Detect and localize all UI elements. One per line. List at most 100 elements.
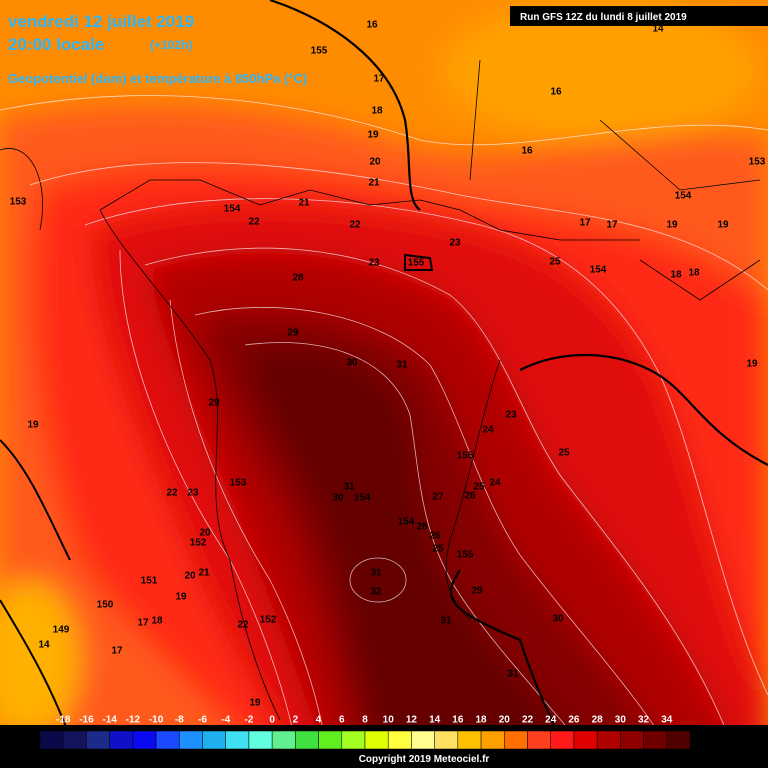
colorbar-swatch <box>387 730 412 750</box>
colorbar-swatch <box>248 730 273 750</box>
contour-label: 20 <box>184 571 196 582</box>
contour-label: 24 <box>482 425 494 436</box>
colorbar-swatch <box>457 730 482 750</box>
colorbar-label: -8 <box>175 715 184 726</box>
colorbar-swatch <box>225 730 250 750</box>
colorbar-label: 24 <box>545 715 557 726</box>
contour-label: 19 <box>27 420 39 431</box>
colorbar-label: 32 <box>638 715 650 726</box>
colorbar-swatch <box>202 730 226 750</box>
contour-label: 28 <box>416 522 428 533</box>
colorbar-swatch <box>62 730 87 750</box>
contour-label: 19 <box>249 698 261 709</box>
copyright: Copyright 2019 Meteociel.fr <box>359 754 490 765</box>
colorbar-label: 6 <box>339 715 345 726</box>
contour-label: 16 <box>366 20 378 31</box>
colorbar-label: 20 <box>499 715 511 726</box>
contour-label: 17 <box>373 74 385 85</box>
contour-label: 154 <box>590 265 607 276</box>
colorbar-swatch <box>318 730 343 750</box>
contour-label: 155 <box>311 46 328 57</box>
contour-label: 23 <box>187 488 199 499</box>
colorbar-label: 10 <box>383 715 395 726</box>
colorbar-label: 4 <box>316 715 322 726</box>
contour-label: 17 <box>579 218 591 229</box>
contour-label: 154 <box>224 204 241 215</box>
contour-label: 22 <box>237 620 249 631</box>
contour-label: 23 <box>368 258 380 269</box>
contour-label: 21 <box>298 198 310 209</box>
colorbar-label: 14 <box>429 715 441 726</box>
colorbar-label: -6 <box>198 715 207 726</box>
contour-label: 31 <box>370 568 382 579</box>
contour-label: 18 <box>688 268 700 279</box>
contour-label: 152 <box>190 538 207 549</box>
run-box <box>510 6 768 26</box>
contour-label: 19 <box>666 220 678 231</box>
contour-label: 153 <box>10 197 27 208</box>
contour-label: 14 <box>38 640 50 651</box>
contour-label: 25 <box>432 544 444 555</box>
contour-label: 23 <box>505 410 517 421</box>
contour-label: 30 <box>346 358 358 369</box>
contour-label: 20 <box>369 157 381 168</box>
colorbar-swatch <box>596 730 621 750</box>
contour-label: 21 <box>368 178 380 189</box>
contour-label: 28 <box>292 273 304 284</box>
contour-label: 29 <box>471 586 483 597</box>
local-time: 20:00 locale <box>8 35 104 54</box>
colorbar-label: 18 <box>476 715 488 726</box>
colorbar-label: 0 <box>269 715 275 726</box>
colorbar-swatch <box>271 730 296 750</box>
contour-label: 154 <box>398 517 415 528</box>
contour-label: 24 <box>489 478 501 489</box>
contour-label: 151 <box>141 576 158 587</box>
colorbar-swatch <box>573 730 598 750</box>
colorbar-swatch <box>527 730 551 750</box>
colorbar-swatch <box>295 730 319 750</box>
colorbar-label: 16 <box>452 715 464 726</box>
isotherms <box>0 95 768 768</box>
colorbar-label: -14 <box>102 715 117 726</box>
contour-label: 22 <box>248 217 260 228</box>
contour-label: 22 <box>349 220 361 231</box>
colorbar-swatch <box>550 730 575 750</box>
contour-label: 17 <box>111 646 123 657</box>
contour-label: 17 <box>137 618 149 629</box>
subtitle: Geopotentiel (dam) et température à 850h… <box>8 71 307 86</box>
contour-label: 27 <box>432 492 444 503</box>
contour-label: 152 <box>260 615 277 626</box>
contour-label: 153 <box>230 478 247 489</box>
colorbar-label: -12 <box>126 715 141 726</box>
colorbar-label: 12 <box>406 715 418 726</box>
colorbar-swatch <box>364 730 389 750</box>
colorbar-swatch <box>39 730 64 750</box>
colorbar-swatch <box>643 730 668 750</box>
colorbar-swatch <box>86 730 110 750</box>
contour-label: 18 <box>670 270 682 281</box>
contour-label: 19 <box>717 220 729 231</box>
colorbar-swatch <box>179 730 203 750</box>
colorbar-swatch <box>504 730 528 750</box>
colorbar-swatch <box>341 730 366 750</box>
contour-label: 150 <box>97 600 114 611</box>
contour-label: 30 <box>552 614 564 625</box>
run-info: Run GFS 12Z du lundi 8 juillet 2019 <box>520 12 687 23</box>
contour-label: 25 <box>473 482 485 493</box>
colorbar-swatch <box>411 730 435 750</box>
colorbar-swatch <box>132 730 157 750</box>
contour-label: 14 <box>652 24 664 35</box>
contour-label: 17 <box>606 220 618 231</box>
colorbar-label: 34 <box>661 715 673 726</box>
colorbar-label: 8 <box>362 715 368 726</box>
colorbar-label: -18 <box>56 715 71 726</box>
contour-label: 19 <box>175 592 187 603</box>
contour-label: 29 <box>287 328 299 339</box>
contour-label: 154 <box>675 191 692 202</box>
contour-label: 20 <box>199 528 211 539</box>
colorbar-swatch <box>666 730 691 750</box>
colorbar-label: -10 <box>149 715 164 726</box>
contour-label: 22 <box>166 488 178 499</box>
colorbar-label: -2 <box>244 715 253 726</box>
